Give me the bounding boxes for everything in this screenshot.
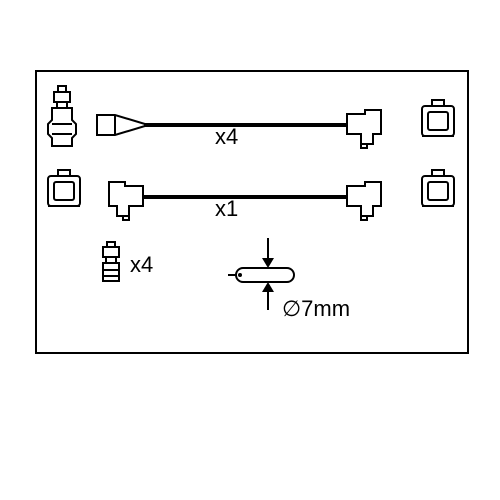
label-diameter: ∅7mm — [282, 296, 350, 322]
label-cable2-qty: x1 — [215, 196, 238, 222]
boot-square-l2 — [44, 168, 84, 214]
label-small-conn-qty: x4 — [130, 252, 153, 278]
small-connector — [98, 240, 124, 286]
cable-1 — [95, 100, 395, 150]
connector-boot — [44, 84, 80, 148]
cable-2 — [95, 172, 395, 222]
boot-square-r2 — [418, 168, 458, 214]
label-cable1-qty: x4 — [215, 124, 238, 150]
boot-square-r1 — [418, 98, 458, 144]
